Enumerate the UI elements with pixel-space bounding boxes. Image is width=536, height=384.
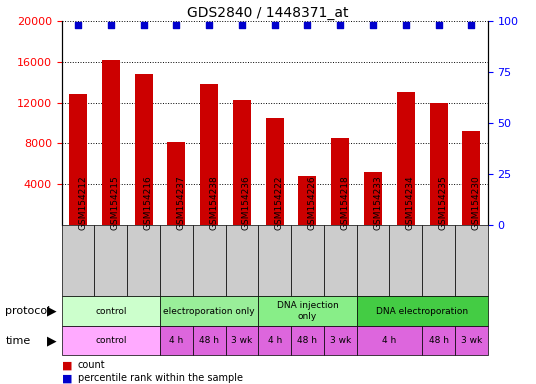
Bar bbox=[167, 142, 185, 225]
Bar bbox=[463, 131, 480, 225]
Text: 48 h: 48 h bbox=[429, 336, 449, 345]
Point bbox=[172, 22, 181, 28]
Bar bbox=[127, 225, 160, 296]
Bar bbox=[69, 94, 87, 225]
Bar bbox=[324, 326, 356, 355]
Bar bbox=[193, 326, 226, 355]
Bar bbox=[94, 225, 127, 296]
Bar bbox=[102, 60, 120, 225]
Bar bbox=[291, 225, 324, 296]
Bar bbox=[390, 225, 422, 296]
Bar bbox=[324, 225, 356, 296]
Text: GSM154230: GSM154230 bbox=[471, 175, 480, 230]
Text: ▶: ▶ bbox=[47, 334, 57, 347]
Point bbox=[74, 22, 83, 28]
Text: 4 h: 4 h bbox=[169, 336, 183, 345]
Bar bbox=[62, 225, 94, 296]
Text: GSM154226: GSM154226 bbox=[308, 176, 316, 230]
Text: control: control bbox=[95, 306, 126, 316]
Bar bbox=[455, 326, 488, 355]
Text: GDS2840 / 1448371_at: GDS2840 / 1448371_at bbox=[187, 7, 349, 20]
Text: 3 wk: 3 wk bbox=[232, 336, 252, 345]
Bar bbox=[160, 326, 193, 355]
Bar bbox=[200, 84, 218, 225]
Bar bbox=[193, 225, 226, 296]
Text: protocol: protocol bbox=[5, 306, 50, 316]
Bar bbox=[364, 172, 382, 225]
Point bbox=[369, 22, 377, 28]
Text: GSM154212: GSM154212 bbox=[78, 176, 87, 230]
Text: 3 wk: 3 wk bbox=[330, 336, 351, 345]
Bar bbox=[233, 101, 251, 225]
Bar bbox=[258, 326, 291, 355]
Bar bbox=[226, 326, 258, 355]
Text: GSM154216: GSM154216 bbox=[144, 175, 153, 230]
Bar bbox=[356, 326, 422, 355]
Text: GSM154234: GSM154234 bbox=[406, 176, 415, 230]
Bar bbox=[266, 118, 284, 225]
Bar bbox=[226, 225, 258, 296]
Text: time: time bbox=[5, 336, 31, 346]
Point bbox=[139, 22, 148, 28]
Text: GSM154237: GSM154237 bbox=[176, 175, 185, 230]
Point bbox=[303, 22, 312, 28]
Text: GSM154222: GSM154222 bbox=[275, 176, 284, 230]
Text: ■: ■ bbox=[62, 373, 72, 383]
Text: control: control bbox=[95, 336, 126, 345]
Text: ■: ■ bbox=[62, 360, 72, 370]
Text: GSM154238: GSM154238 bbox=[209, 175, 218, 230]
Text: GSM154233: GSM154233 bbox=[373, 175, 382, 230]
Text: 4 h: 4 h bbox=[382, 336, 397, 345]
Bar bbox=[160, 296, 258, 326]
Point bbox=[467, 22, 475, 28]
Bar bbox=[135, 74, 153, 225]
Bar bbox=[160, 225, 193, 296]
Bar bbox=[331, 138, 349, 225]
Point bbox=[401, 22, 410, 28]
Bar bbox=[455, 225, 488, 296]
Bar bbox=[62, 326, 160, 355]
Text: ▶: ▶ bbox=[47, 305, 57, 318]
Point bbox=[237, 22, 246, 28]
Bar bbox=[299, 176, 316, 225]
Text: count: count bbox=[78, 360, 106, 370]
Text: DNA injection
only: DNA injection only bbox=[277, 301, 338, 321]
Text: 48 h: 48 h bbox=[199, 336, 219, 345]
Text: electroporation only: electroporation only bbox=[163, 306, 255, 316]
Bar bbox=[422, 225, 455, 296]
Bar bbox=[429, 103, 448, 225]
Text: GSM154236: GSM154236 bbox=[242, 175, 251, 230]
Bar bbox=[291, 326, 324, 355]
Point bbox=[107, 22, 115, 28]
Text: GSM154215: GSM154215 bbox=[111, 175, 120, 230]
Bar bbox=[258, 296, 356, 326]
Text: DNA electroporation: DNA electroporation bbox=[376, 306, 468, 316]
Point bbox=[336, 22, 345, 28]
Bar bbox=[397, 92, 415, 225]
Bar bbox=[422, 326, 455, 355]
Text: 48 h: 48 h bbox=[297, 336, 317, 345]
Text: 3 wk: 3 wk bbox=[461, 336, 482, 345]
Text: percentile rank within the sample: percentile rank within the sample bbox=[78, 373, 243, 383]
Bar bbox=[62, 296, 160, 326]
Point bbox=[271, 22, 279, 28]
Bar bbox=[356, 296, 488, 326]
Bar bbox=[356, 225, 390, 296]
Text: GSM154235: GSM154235 bbox=[438, 175, 448, 230]
Bar bbox=[258, 225, 291, 296]
Text: 4 h: 4 h bbox=[267, 336, 282, 345]
Text: GSM154218: GSM154218 bbox=[340, 175, 349, 230]
Point bbox=[434, 22, 443, 28]
Point bbox=[205, 22, 213, 28]
